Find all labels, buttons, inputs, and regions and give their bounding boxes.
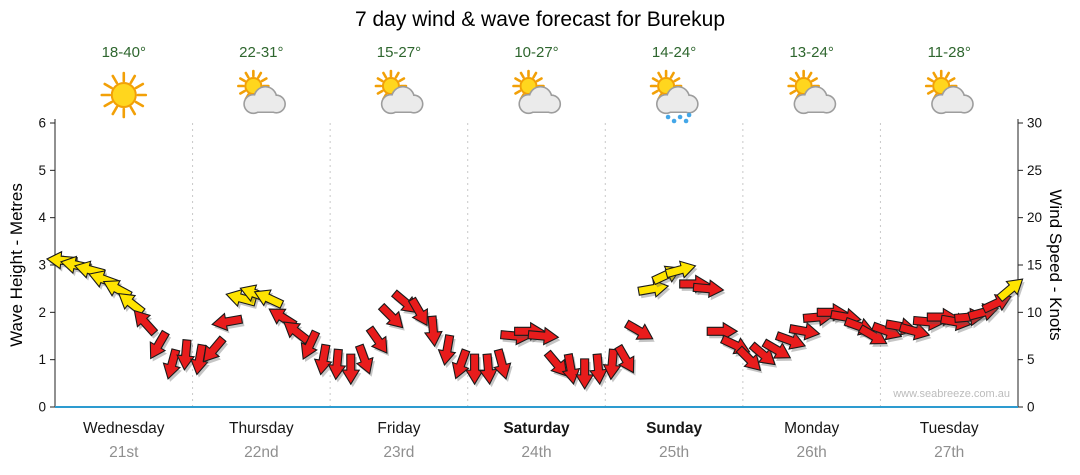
wind-arrow (575, 358, 595, 390)
x-axis-date-label: 27th (934, 444, 964, 461)
wind-arrow (857, 324, 888, 345)
weather-icon-partly-cloudy (512, 69, 562, 115)
weather-icon-sunny (100, 71, 148, 119)
x-axis-day-label: Saturday (503, 420, 570, 437)
wind-arrow (390, 289, 419, 314)
wind-arrow (898, 322, 931, 341)
wind-arrow (637, 279, 670, 298)
x-axis-date-label: 25th (659, 444, 689, 461)
x-axis-day-label: Thursday (229, 420, 294, 437)
wind-arrow (664, 260, 697, 279)
x-axis-date-label: 22nd (244, 444, 278, 461)
wind-arrow (354, 343, 374, 375)
wind-arrow (527, 326, 560, 346)
wind-axis-tick-label: 25 (1027, 163, 1042, 178)
wind-arrow (623, 319, 654, 340)
wind-arrow (283, 321, 311, 345)
wind-arrow (202, 335, 227, 363)
wave-axis-tick-label: 3 (38, 258, 46, 273)
weather-icon-rain-showers (649, 69, 699, 124)
x-axis-day-label: Tuesday (920, 420, 979, 437)
wind-arrow (493, 348, 512, 380)
wind-arrow (735, 345, 762, 372)
wind-axis-tick-label: 20 (1027, 210, 1042, 225)
wind-arrow (377, 302, 404, 329)
wind-arrow (176, 339, 196, 371)
watermark: www.seabreeze.com.au (893, 388, 1010, 400)
wave-axis-tick-label: 4 (38, 210, 46, 225)
wind-arrow (300, 329, 321, 361)
day-temp-range: 11-28° (928, 44, 971, 61)
wind-arrow (602, 348, 622, 381)
wind-axis-tick-label: 30 (1027, 116, 1042, 131)
wind-arrow (788, 322, 821, 341)
wind-arrow (118, 292, 146, 317)
day-temp-range: 10-27° (514, 44, 558, 61)
wind-axis-tick-label: 15 (1027, 258, 1042, 273)
x-axis-date-label: 26th (797, 444, 827, 461)
x-axis-day-label: Friday (377, 420, 420, 437)
x-axis-date-label: 23rd (383, 444, 414, 461)
day-temp-range: 22-31° (239, 44, 283, 61)
wind-arrow (706, 321, 739, 341)
wave-height-axis-label: Wave Height - Metres (7, 183, 26, 347)
x-axis-day-label: Wednesday (83, 420, 165, 437)
wave-axis-tick-label: 6 (38, 116, 46, 131)
day-temp-range: 13-24° (789, 44, 833, 61)
wind-arrow (365, 325, 388, 354)
wave-axis-tick-label: 0 (38, 400, 46, 415)
x-axis-day-label: Monday (784, 420, 839, 437)
wind-arrow (407, 296, 428, 327)
wind-axis-tick-label: 0 (1027, 400, 1035, 415)
x-axis-date-label: 21st (109, 444, 139, 461)
day-temp-range: 14-24° (652, 44, 696, 61)
wind-arrow (589, 353, 608, 386)
wind-arrow (561, 353, 581, 385)
day-temp-range: 18-40° (102, 44, 146, 61)
wind-axis-tick-label: 5 (1027, 352, 1035, 367)
wind-arrow (478, 353, 498, 386)
weather-icon-partly-cloudy (924, 69, 974, 115)
wave-axis-tick-label: 5 (38, 163, 46, 178)
wind-arrow (774, 331, 807, 350)
wind-arrow (748, 341, 776, 366)
wind-arrow (341, 353, 361, 386)
wind-arrow (149, 329, 170, 360)
wind-arrow (465, 353, 485, 386)
weather-icon-partly-cloudy (787, 69, 837, 115)
wind-arrow (692, 279, 725, 299)
x-axis-day-label: Sunday (646, 420, 702, 437)
wind-arrow (761, 338, 792, 359)
x-axis-date-label: 24th (521, 444, 551, 461)
wind-arrow (133, 309, 159, 337)
wind-arrow (253, 289, 285, 309)
wave-axis-tick-label: 2 (38, 305, 46, 320)
weather-icon-partly-cloudy (374, 69, 424, 115)
wind-arrow (996, 278, 1024, 303)
wave-axis-tick-label: 1 (38, 352, 46, 367)
wind-arrow (437, 334, 457, 367)
wind-speed-axis-label: Wind Speed - Knots (1046, 189, 1065, 341)
wind-arrow (162, 348, 181, 380)
wind-arrow (423, 315, 443, 348)
wind-arrow (543, 349, 568, 377)
wind-arrow (313, 343, 333, 376)
wind-axis-tick-label: 10 (1027, 305, 1042, 320)
weather-icon-partly-cloudy (237, 69, 286, 115)
wind-arrow (211, 312, 244, 332)
wind-arrow (451, 348, 471, 380)
day-temp-range: 15-27° (377, 44, 421, 61)
wind-arrow (614, 343, 635, 374)
page-title: 7 day wind & wave forecast for Burekup (354, 8, 726, 31)
wind-arrow (327, 348, 347, 381)
